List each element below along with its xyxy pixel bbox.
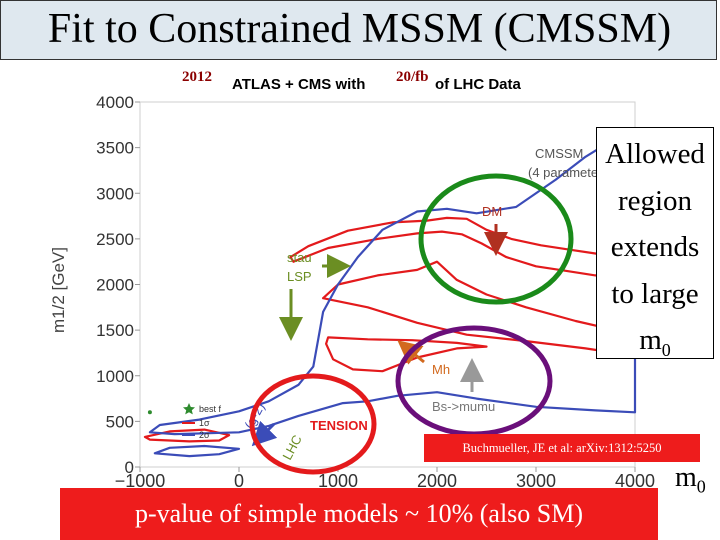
m0-axis-note: m0 <box>675 462 706 498</box>
lsp-label: LSP <box>287 269 312 284</box>
x-tick-label: 3000 <box>516 471 556 491</box>
y-tick-label: 1000 <box>96 367 134 386</box>
y-tick-label: 0 <box>125 458 134 477</box>
stau-label: stau <box>287 250 312 265</box>
cmssm-label: CMSSM <box>535 146 583 161</box>
x-axis: −1000 0 1000 2000 3000 4000 <box>115 467 655 491</box>
lhc-label: LHC <box>279 432 304 462</box>
mh-label: Mh <box>432 362 450 377</box>
bs-label: Bs->mumu <box>432 399 495 414</box>
allowed-line-1: Allowed <box>605 138 705 170</box>
y-tick-label: 3500 <box>96 139 134 158</box>
mh-highlight-circle <box>395 325 553 437</box>
allowed-region-box: Allowed region extends to large m0 <box>596 127 714 360</box>
allowed-line-3: extends <box>610 231 700 263</box>
legend-1sigma: 1σ <box>199 418 210 428</box>
title-bar: Fit to Constrained MSSM (CMSSM) <box>0 0 717 60</box>
best-fit-point <box>147 410 152 415</box>
x-tick-label: 2000 <box>417 471 457 491</box>
y-tick-label: 3000 <box>96 184 134 203</box>
dm-highlight-circle <box>418 173 574 305</box>
legend: best f 1σ 2σ <box>182 403 222 440</box>
citation-box: Buchmueller, JE et al: arXiv:1312:5250 <box>424 434 700 462</box>
contour-2sigma <box>148 137 637 436</box>
mh-arrow <box>397 340 425 365</box>
allowed-line-4: to large <box>611 277 699 310</box>
slide-title: Fit to Constrained MSSM (CMSSM) <box>47 6 672 52</box>
tension-label: TENSION <box>310 418 368 433</box>
x-tick-label: 0 <box>234 471 244 491</box>
cmssm-plot: 2012 ATLAS + CMS with 20/fb of LHC Data … <box>49 69 655 491</box>
y-tick-label: 500 <box>106 412 134 431</box>
y-tick-label: 4000 <box>96 93 134 112</box>
pvalue-banner: p-value of simple models ~ 10% (also SM) <box>60 488 658 540</box>
m0-main: m <box>675 462 697 493</box>
plot-header-text-b: of LHC Data <box>435 76 521 93</box>
g2-arrow <box>251 420 278 447</box>
plot-header: 2012 ATLAS + CMS with 20/fb of LHC Data <box>182 69 521 93</box>
annotations: CMSSM (4 parameters) DM stau LSP Mh Bs->… <box>241 146 613 462</box>
legend-2sigma: 2σ <box>199 430 210 440</box>
dm-label: DM <box>482 204 502 219</box>
y-tick-label: 2500 <box>96 230 134 249</box>
tension-highlight-circle <box>249 373 377 475</box>
plot-header-lumi: 20/fb <box>396 69 429 85</box>
y-tick-label: 1500 <box>96 321 134 340</box>
allowed-m0-main: m <box>639 324 662 356</box>
best-fit-star-icon <box>183 403 195 415</box>
allowed-line-2: region <box>617 184 693 217</box>
params-label: (4 parameters) <box>528 165 613 180</box>
allowed-line-5: m0 <box>597 317 713 373</box>
allowed-m0-sub: 0 <box>661 339 671 360</box>
m0-sub: 0 <box>696 476 706 497</box>
y-axis-title: m1/2 [GeV] <box>49 247 68 333</box>
contour-1sigma <box>325 336 488 373</box>
plot-header-text-a: ATLAS + CMS with <box>232 76 365 93</box>
y-tick-label: 2000 <box>96 276 134 295</box>
legend-best-fit: best f <box>199 404 222 414</box>
contour-2sigma <box>153 444 241 458</box>
y-axis-label: m1/2 [GeV] <box>49 247 68 333</box>
x-tick-label: 1000 <box>318 471 358 491</box>
x-tick-label: 4000 <box>615 471 655 491</box>
y-axis: 0 500 1000 1500 2000 2500 3000 3500 4000 <box>96 93 140 477</box>
plot-header-year: 2012 <box>182 69 212 85</box>
x-tick-label: −1000 <box>115 471 166 491</box>
